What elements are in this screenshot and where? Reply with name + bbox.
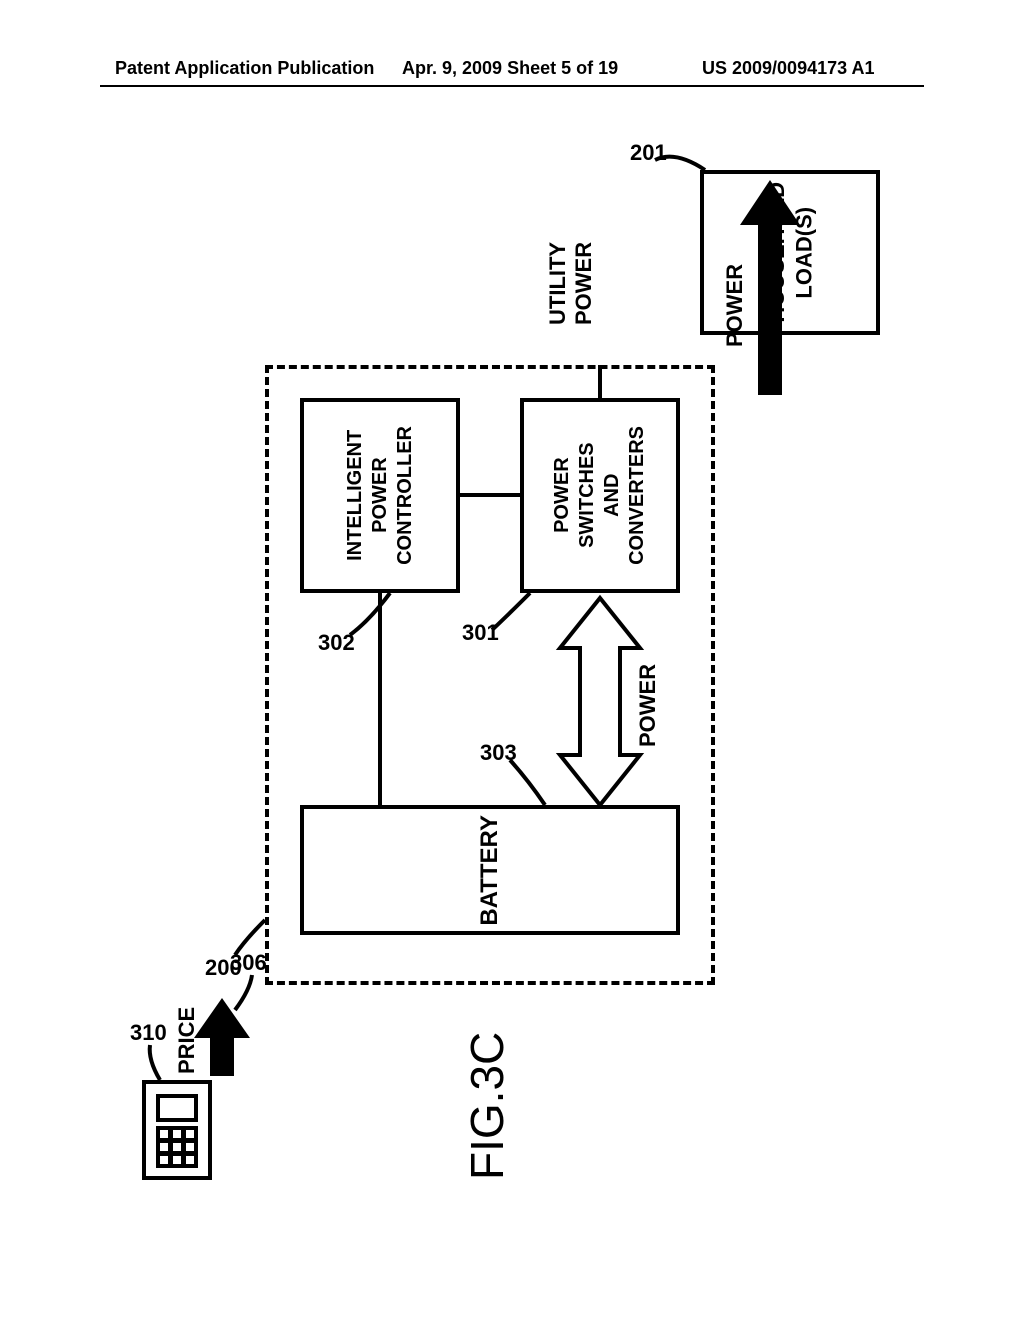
arrow-power-to-household [740,180,800,395]
ref-200: 200 [205,955,242,981]
hdr-right: US 2009/0094173 A1 [702,58,874,79]
hdr-left: Patent Application Publication [115,58,374,79]
diagram-area: HOUSEHOLDLOAD(S) POWERSWITCHESANDCONVERT… [100,140,924,1200]
label-price: PRICE [174,1000,200,1080]
hdr-mid: Apr. 9, 2009 Sheet 5 of 19 [402,58,618,79]
figure-caption: FIG.3C [460,1010,514,1180]
ref-302: 302 [318,630,355,656]
arrow-price [194,998,250,1076]
arrow-power-bidirectional [560,598,640,805]
ref-301: 301 [462,620,499,646]
label-power-out: POWER [722,250,748,360]
label-power-bidir: POWER [635,650,661,760]
ref-201: 201 [630,140,667,166]
ref-310: 310 [130,1020,167,1046]
ref-303: 303 [480,740,517,766]
header-rule [100,85,924,87]
